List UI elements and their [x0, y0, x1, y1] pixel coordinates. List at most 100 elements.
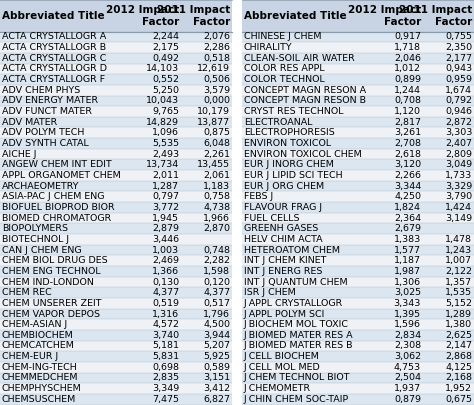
Bar [0, 160, 232, 170]
Text: 1,535: 1,535 [445, 288, 472, 297]
Bar [242, 277, 474, 288]
Text: 3,025: 3,025 [394, 288, 421, 297]
Bar [0, 117, 232, 128]
Text: 2,679: 2,679 [394, 224, 421, 233]
Text: CHINESE J CHEM: CHINESE J CHEM [244, 32, 321, 41]
Text: 6,048: 6,048 [203, 139, 230, 148]
Bar [0, 170, 232, 181]
Text: 0,130: 0,130 [152, 277, 179, 286]
Bar [0, 85, 232, 96]
Text: 7,475: 7,475 [152, 395, 179, 404]
Text: 2,011: 2,011 [152, 171, 179, 180]
Text: 5,250: 5,250 [152, 86, 179, 95]
Bar [242, 224, 474, 234]
Text: CHIRALITY: CHIRALITY [244, 43, 292, 52]
Text: 3,579: 3,579 [203, 86, 230, 95]
Text: 4,377: 4,377 [203, 288, 230, 297]
Text: 3,343: 3,343 [393, 299, 421, 308]
Bar [0, 373, 232, 383]
Text: 0,758: 0,758 [203, 192, 230, 201]
Text: 5,925: 5,925 [203, 352, 230, 361]
Text: 3,344: 3,344 [394, 181, 421, 191]
Bar [242, 266, 474, 277]
Bar [242, 32, 474, 42]
Bar [242, 74, 474, 85]
Bar [423, 0, 474, 32]
Text: 0,120: 0,120 [203, 277, 230, 286]
Text: 1,937: 1,937 [394, 384, 421, 393]
Bar [0, 266, 232, 277]
Bar [0, 362, 232, 373]
Bar [0, 277, 232, 288]
Text: CHEM UNSERER ZEIT: CHEM UNSERER ZEIT [2, 299, 101, 308]
Text: FLAVOUR FRAG J: FLAVOUR FRAG J [244, 203, 322, 212]
Text: 1,287: 1,287 [152, 181, 179, 191]
Text: 3,149: 3,149 [445, 213, 472, 223]
Text: 2,708: 2,708 [394, 139, 421, 148]
Text: APPL ORGANOMET CHEM: APPL ORGANOMET CHEM [2, 171, 121, 180]
Text: INT J ENERG RES: INT J ENERG RES [244, 267, 322, 276]
Text: J CHEMOMETR: J CHEMOMETR [244, 384, 311, 393]
Text: EUR J INORG CHEM: EUR J INORG CHEM [244, 160, 334, 169]
Text: 2,266: 2,266 [394, 171, 421, 180]
Text: 3,446: 3,446 [152, 235, 179, 244]
Text: 2,308: 2,308 [394, 341, 421, 350]
Bar [242, 309, 474, 319]
Text: 0,946: 0,946 [445, 107, 472, 116]
Text: 2,076: 2,076 [203, 32, 230, 41]
Text: 2012 Impact
Factor: 2012 Impact Factor [106, 5, 179, 27]
Text: 2,177: 2,177 [445, 54, 472, 63]
Text: 0,943: 0,943 [445, 64, 472, 73]
Text: 0,517: 0,517 [203, 299, 230, 308]
Text: 1,718: 1,718 [394, 43, 421, 52]
Text: 3,772: 3,772 [152, 203, 179, 212]
Text: ARCHAEOMETRY: ARCHAEOMETRY [2, 181, 80, 191]
Text: 1,007: 1,007 [445, 256, 472, 265]
Bar [0, 138, 232, 149]
Text: 2,872: 2,872 [445, 118, 472, 127]
Text: 3,412: 3,412 [203, 384, 230, 393]
Text: 0,589: 0,589 [203, 363, 230, 372]
Text: 0,492: 0,492 [152, 54, 179, 63]
Text: 5,207: 5,207 [203, 341, 230, 350]
Text: 1,577: 1,577 [394, 245, 421, 255]
Text: 1,012: 1,012 [394, 64, 421, 73]
Text: 5,535: 5,535 [152, 139, 179, 148]
Text: 3,261: 3,261 [394, 128, 421, 137]
Bar [0, 192, 232, 202]
Bar [242, 202, 474, 213]
Text: J CELL MOL MED: J CELL MOL MED [244, 363, 320, 372]
Text: Abbreviated Title: Abbreviated Title [2, 11, 105, 21]
Text: CHEM ENG TECHNOL: CHEM ENG TECHNOL [2, 267, 100, 276]
Text: CHEM REC: CHEM REC [2, 288, 52, 297]
Text: 14,103: 14,103 [146, 64, 179, 73]
Text: 2,834: 2,834 [394, 331, 421, 340]
Text: CHEM-ING-TECH: CHEM-ING-TECH [2, 363, 78, 372]
Text: J CHEM TECHNOL BIOT: J CHEM TECHNOL BIOT [244, 373, 350, 382]
Text: ACTA CRYSTALLOGR D: ACTA CRYSTALLOGR D [2, 64, 107, 73]
Text: ADV ENERGY MATER: ADV ENERGY MATER [2, 96, 98, 105]
Text: 3,151: 3,151 [203, 373, 230, 382]
Text: 1,183: 1,183 [203, 181, 230, 191]
Bar [242, 181, 474, 192]
Text: 0,875: 0,875 [203, 128, 230, 137]
Text: CHEM-ASIAN J: CHEM-ASIAN J [2, 320, 67, 329]
Text: 0,675: 0,675 [445, 395, 472, 404]
Bar [181, 0, 232, 32]
Text: INT J QUANTUM CHEM: INT J QUANTUM CHEM [244, 277, 347, 286]
Bar [0, 149, 232, 160]
Bar [242, 96, 474, 106]
Text: COLOR RES APPL: COLOR RES APPL [244, 64, 324, 73]
Text: 2,168: 2,168 [445, 373, 472, 382]
Text: 0,518: 0,518 [203, 54, 230, 63]
Text: 2,618: 2,618 [394, 149, 421, 159]
Text: J BIOMED MATER RES A: J BIOMED MATER RES A [244, 331, 353, 340]
Text: 4,572: 4,572 [152, 320, 179, 329]
Text: CONCEPT MAGN RESON A: CONCEPT MAGN RESON A [244, 86, 366, 95]
Text: 1,478: 1,478 [445, 235, 472, 244]
Bar [0, 0, 127, 32]
Text: ASIA-PAC J CHEM ENG: ASIA-PAC J CHEM ENG [2, 192, 104, 201]
Text: ELECTROANAL: ELECTROANAL [244, 118, 312, 127]
Text: 5,831: 5,831 [152, 352, 179, 361]
Text: FEBS J: FEBS J [244, 192, 273, 201]
